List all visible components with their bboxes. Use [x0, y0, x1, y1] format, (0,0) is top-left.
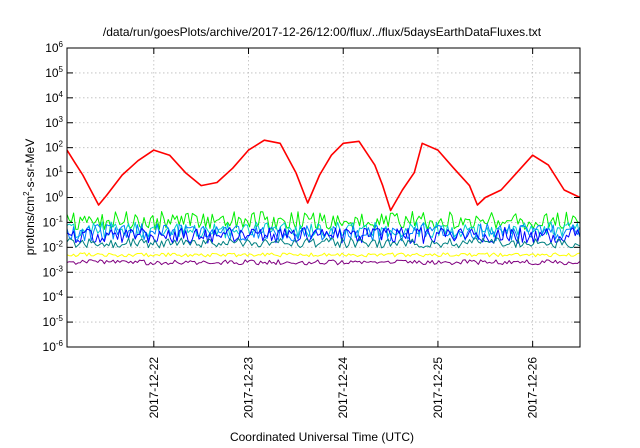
x-tick-label: 2017-12-26 [526, 357, 540, 419]
y-tick-label: 10-1 [43, 214, 64, 229]
x-axis-title: Coordinated Universal Time (UTC) [230, 430, 414, 444]
y-tick-label: 105 [45, 65, 63, 80]
y-tick-exponent: 3 [59, 115, 64, 124]
y-tick-base: 10 [43, 340, 57, 354]
series-line-7 [66, 259, 580, 266]
x-tick-label: 2017-12-22 [147, 357, 161, 419]
data-series [66, 139, 581, 266]
y-tick-exponent: 1 [59, 165, 64, 174]
y-tick-label: 10-2 [43, 239, 64, 254]
y-tick-exponent: 5 [59, 65, 64, 74]
y-tick-exponent: -4 [56, 289, 64, 298]
y-axis-tick-labels: 10-610-510-410-310-210-11001011021031041… [43, 40, 64, 354]
y-tick-label: 106 [45, 40, 63, 55]
y-tick-exponent: 2 [59, 140, 64, 149]
series-line-6 [66, 252, 580, 258]
y-tick-exponent: 6 [59, 40, 64, 49]
x-tick-label: 2017-12-25 [431, 357, 445, 419]
y-tick-base: 10 [45, 91, 59, 105]
y-tick-exponent: -6 [56, 339, 64, 348]
series-line-3 [66, 223, 581, 242]
grid-lines [67, 47, 580, 348]
x-axis-tick-labels: 2017-12-22 2017-12-23 2017-12-24 2017-12-25… [147, 357, 540, 419]
series-line-2 [66, 221, 581, 239]
y-axis-title-superscript: 2 [22, 191, 31, 196]
series-line-0 [66, 139, 581, 212]
y-tick-label: 103 [45, 115, 63, 130]
y-tick-base: 10 [43, 290, 57, 304]
y-tick-base: 10 [43, 240, 57, 254]
y-tick-base: 10 [45, 41, 59, 55]
chart-title: /data/run/goesPlots/archive/2017-12-26/1… [103, 25, 542, 39]
series-line-1 [66, 211, 580, 230]
y-tick-label: 10-4 [43, 289, 64, 304]
y-tick-exponent: -2 [56, 239, 64, 248]
y-tick-base: 10 [45, 166, 59, 180]
y-tick-exponent: -3 [56, 264, 64, 273]
y-tick-base: 10 [43, 215, 57, 229]
y-axis-title: protons/cm2-s-sr-MeV [22, 139, 37, 255]
y-axis-title-prefix: protons/cm [23, 196, 37, 255]
y-tick-base: 10 [45, 191, 59, 205]
y-tick-label: 104 [45, 90, 63, 105]
y-tick-base: 10 [45, 116, 59, 130]
series-line-5 [66, 237, 580, 249]
x-tick-label: 2017-12-23 [242, 357, 256, 419]
y-tick-label: 10-6 [43, 339, 64, 354]
y-tick-base: 10 [43, 265, 57, 279]
x-tick-label: 2017-12-24 [336, 357, 350, 419]
axis-ticks [67, 47, 580, 348]
y-tick-label: 10-3 [43, 264, 64, 279]
y-tick-label: 102 [45, 140, 63, 155]
y-tick-exponent: 0 [59, 190, 64, 199]
y-axis-title-suffix: -s-sr-MeV [23, 139, 37, 192]
y-tick-exponent: 4 [59, 90, 64, 99]
y-tick-base: 10 [45, 141, 59, 155]
y-tick-base: 10 [45, 66, 59, 80]
y-tick-label: 100 [45, 190, 63, 205]
y-tick-label: 101 [45, 165, 63, 180]
y-tick-label: 10-5 [43, 314, 64, 329]
y-tick-exponent: -1 [56, 214, 64, 223]
y-tick-base: 10 [43, 315, 57, 329]
y-tick-exponent: -5 [56, 314, 64, 323]
